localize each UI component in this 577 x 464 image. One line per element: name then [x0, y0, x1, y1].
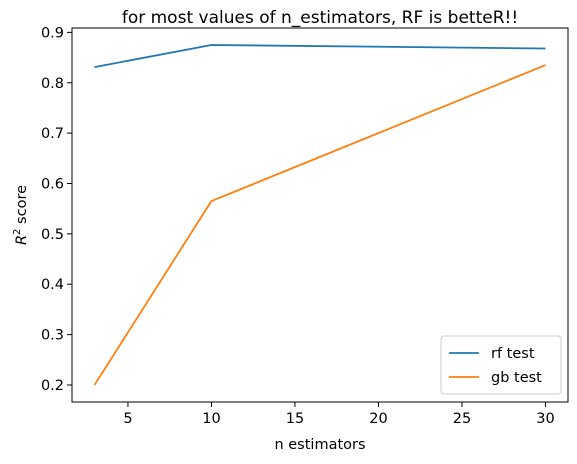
x-tick-label: 15 [286, 411, 304, 427]
y-tick-label: 0.9 [41, 25, 64, 41]
x-tick-label: 25 [453, 411, 471, 427]
x-tick-label: 20 [369, 411, 387, 427]
y-tick-label: 0.5 [41, 227, 64, 243]
y-axis-label: R2 score [12, 185, 30, 245]
axis-ticks: 5 10 15 20 25 30 0.2 0.3 0.4 0.5 0.6 0.7 0.8 0.9 [41, 25, 555, 427]
plot-frame [71, 27, 569, 403]
y-tick-label: 0.7 [41, 126, 64, 142]
legend-label: gb test [491, 370, 542, 386]
series-line-rf-test [94, 44, 546, 68]
y-tick-label: 0.6 [41, 176, 64, 192]
chart-title: for most values of n_estimators, RF is b… [122, 8, 518, 28]
y-tick-label: 0.8 [41, 76, 64, 92]
series-line-gb-test [93, 64, 546, 386]
y-axis-label-superscript: 2 [12, 229, 23, 235]
series-lines [93, 44, 546, 386]
legend: rf test gb test [440, 335, 562, 395]
legend-box [440, 335, 562, 395]
x-tick-label: 30 [536, 411, 554, 427]
x-tick-label: 10 [202, 411, 220, 427]
x-tick-label: 5 [123, 411, 132, 427]
y-tick-label: 0.3 [41, 328, 64, 344]
y-tick-label: 0.2 [41, 378, 64, 394]
x-axis-label: n estimators [274, 437, 365, 453]
y-axis-label-symbol: R [14, 235, 30, 245]
y-axis-label-text: score [14, 185, 30, 229]
y-tick-label: 0.4 [41, 277, 64, 293]
legend-label: rf test [491, 346, 535, 362]
